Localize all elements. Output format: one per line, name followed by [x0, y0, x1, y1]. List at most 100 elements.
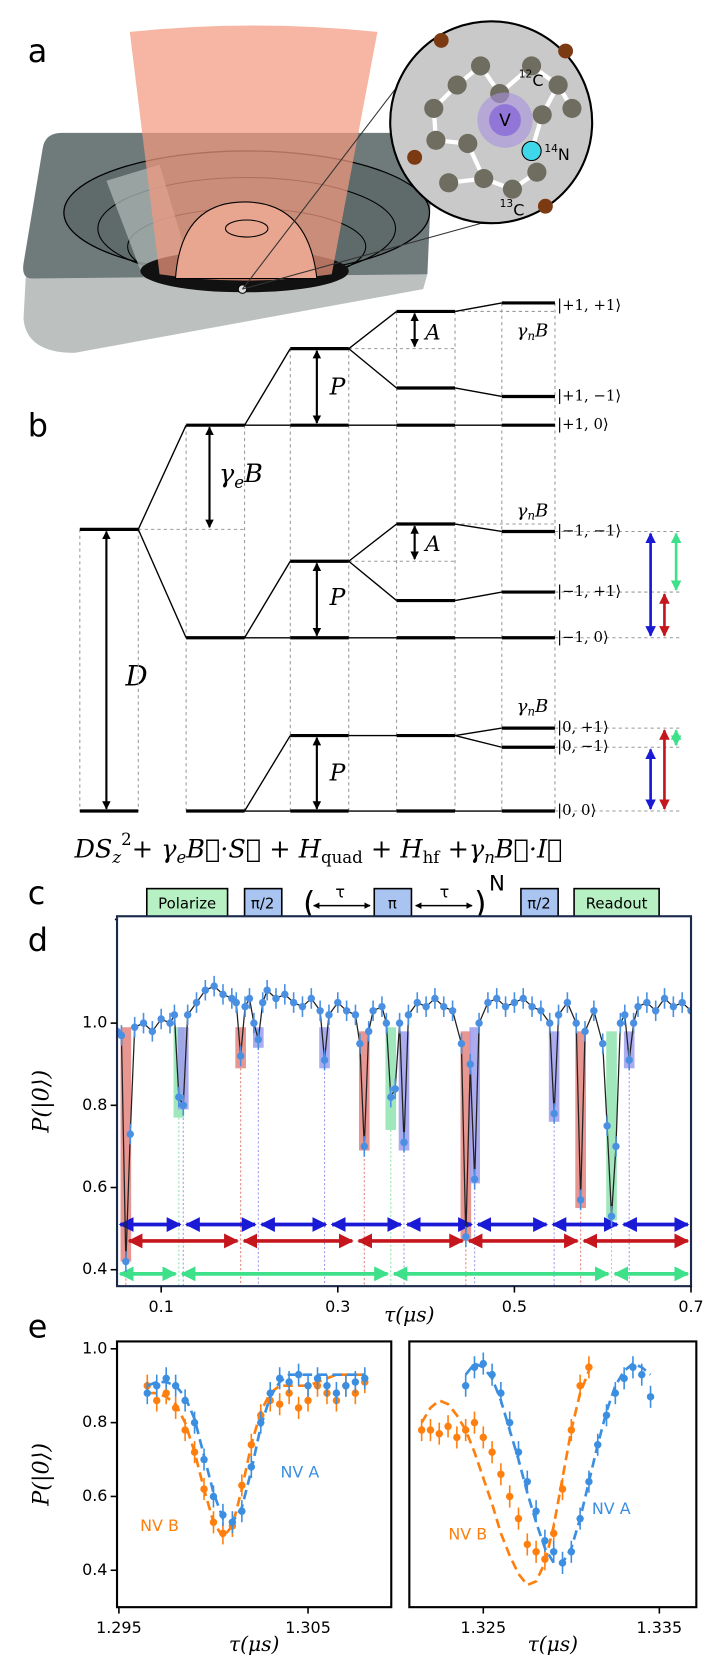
data-point: [448, 1007, 457, 1015]
isotope-label: 13C: [500, 197, 525, 219]
y-tick-label: 1.0: [82, 1338, 107, 1357]
data-point: [457, 1039, 466, 1048]
plot-frame-bg: [409, 1341, 697, 1608]
data-point: [356, 1039, 364, 1048]
math-part: γ: [219, 459, 235, 489]
data-point: [541, 1537, 549, 1545]
data-point: [475, 1019, 483, 1027]
x-tick-label: 0.1: [148, 1297, 173, 1316]
data-point: [139, 1019, 148, 1027]
math-part: γ: [517, 696, 528, 717]
data-point: [590, 1007, 598, 1015]
zero-field-label: D: [125, 660, 148, 693]
x-axis-label: τ(μs): [528, 1632, 578, 1655]
resonance-bar: [469, 1027, 480, 1184]
math-part: B: [243, 459, 263, 489]
data-point: [400, 1138, 408, 1147]
data-point: [554, 1011, 563, 1019]
data-point: [259, 998, 267, 1007]
carbon-atoms: [424, 56, 582, 199]
data-point: [200, 1485, 208, 1493]
data-point: [289, 998, 298, 1007]
data-point: [611, 1389, 620, 1397]
data-point: [493, 994, 501, 1003]
data-point: [325, 1011, 333, 1019]
data-point: [126, 1130, 134, 1138]
data-point: [523, 1540, 532, 1549]
resonance-bar: [606, 1031, 617, 1221]
resonance-bar: [358, 1031, 370, 1151]
data-point: [332, 1389, 341, 1397]
data-point: [634, 1002, 642, 1011]
data-point: [461, 1382, 470, 1390]
x-tick-label: 1.295: [96, 1618, 142, 1637]
data-point: [232, 998, 240, 1007]
pulse-block: [145, 887, 229, 921]
data-point: [245, 994, 254, 1003]
series-label: NV B: [140, 1516, 179, 1535]
math-part: 2: [121, 830, 132, 849]
y-tick-label: 0.4: [82, 1259, 107, 1278]
zoom-line: [242, 220, 490, 290]
data-point: [181, 1426, 189, 1434]
zoom-line: [242, 63, 416, 290]
data-point: [313, 1374, 322, 1383]
level-connector: [454, 387, 502, 398]
math-label: γnB: [517, 500, 549, 522]
data-point: [219, 990, 227, 999]
level-connector: [243, 348, 291, 426]
plot-frame: [115, 915, 693, 1288]
data-point: [153, 1382, 161, 1390]
plot-frame: [115, 1340, 393, 1609]
data-point: [334, 998, 342, 1007]
data-point: [643, 998, 651, 1007]
data-point: [342, 1007, 351, 1015]
resonance-bar: [548, 1031, 560, 1122]
isotope-element: C: [513, 200, 524, 219]
data-point: [546, 1019, 554, 1027]
data-point: [470, 1363, 479, 1371]
data-point: [519, 994, 527, 1003]
data-point: [572, 1019, 580, 1027]
quadrupole-label: P: [329, 758, 347, 786]
state-label: |+1, 0⟩: [557, 415, 609, 433]
level-connector: [243, 735, 291, 812]
y-tick-label: 0.8: [82, 1412, 107, 1431]
data-point: [250, 1019, 258, 1027]
pulse-sequence: Polarize π/2 π π/2 Readout ( ) τ τ N: [114, 871, 686, 923]
level-connector: [348, 523, 398, 562]
data-point: [190, 1418, 199, 1427]
data-point: [501, 1002, 510, 1011]
pulse-block: [520, 887, 559, 921]
data-point: [285, 1378, 293, 1386]
data-point: [122, 1257, 130, 1266]
block-label: Polarize: [158, 895, 216, 913]
quadrupole-label: P: [329, 372, 347, 400]
series-label: NV A: [592, 1499, 631, 1518]
level-connector: [454, 734, 502, 748]
resonance-bar: [575, 1031, 586, 1209]
data-point: [470, 1418, 479, 1427]
isotope-element: N: [558, 145, 570, 164]
data-point: [594, 1441, 602, 1449]
hyperfine-label: A: [423, 532, 440, 557]
math-part: +: [439, 834, 468, 864]
data-point: [171, 1404, 180, 1412]
panel-label: b: [28, 406, 48, 444]
state-label: |−1, +1⟩: [557, 582, 621, 600]
data-point: [466, 1060, 474, 1068]
math-part: e: [234, 472, 244, 491]
data-point: [532, 1507, 540, 1515]
data-point: [351, 1011, 360, 1019]
math-part: n: [527, 509, 535, 523]
data-point: [541, 1555, 549, 1563]
panel-label: a: [28, 32, 48, 70]
math-label: γnB: [517, 696, 549, 718]
data-point: [638, 1370, 646, 1379]
data-point: [192, 998, 201, 1007]
math-part: B: [534, 500, 548, 521]
data-point: [616, 1019, 625, 1027]
data-point: [567, 1548, 576, 1556]
level-connector: [348, 348, 398, 389]
data-point: [669, 1002, 678, 1011]
